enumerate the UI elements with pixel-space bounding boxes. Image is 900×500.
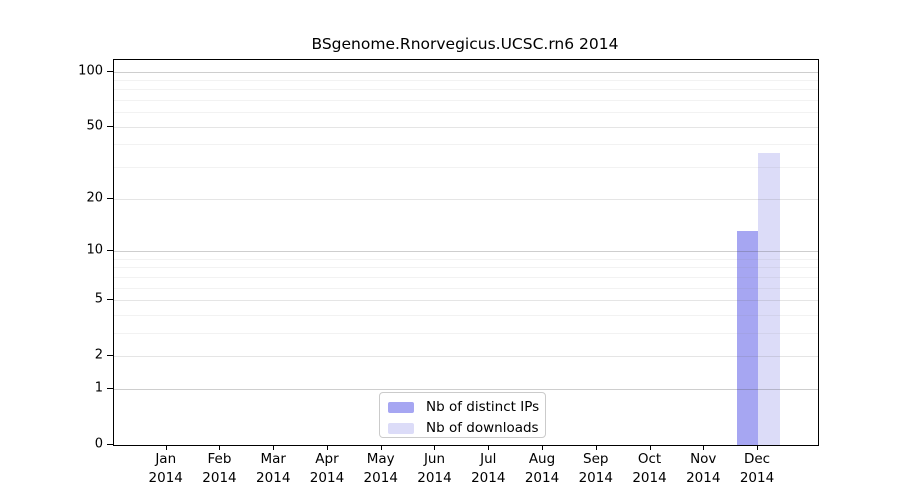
- x-tick-dec: [757, 445, 759, 450]
- gridline-60: [114, 112, 818, 114]
- x-tick-apr: [326, 445, 328, 450]
- x-tick-aug: [542, 445, 543, 450]
- legend-swatch-distinct-ips: [388, 401, 414, 413]
- y-tick-label-20: 20: [86, 190, 103, 206]
- gridline-10: [114, 250, 818, 252]
- y-tick-1: [107, 387, 113, 389]
- x-tick-year: 2014: [256, 470, 291, 486]
- y-tick-label-50: 50: [86, 118, 103, 134]
- gridline-2: [114, 356, 818, 358]
- x-tick-year: 2014: [686, 470, 721, 486]
- legend: Nb of distinct IPs Nb of downloads: [379, 392, 546, 438]
- x-tick-month: Aug: [528, 451, 556, 467]
- x-tick-may: [380, 445, 382, 450]
- x-tick-year: 2014: [524, 470, 560, 486]
- x-tick-label-feb: Feb 2014: [187, 450, 251, 488]
- x-tick-feb: [219, 445, 221, 450]
- x-tick-year: 2014: [309, 470, 345, 486]
- bar-dec-series1: [758, 152, 780, 445]
- x-tick-label-nov: Nov 2014: [671, 450, 735, 488]
- x-tick-label-jul: Jul 2014: [456, 450, 520, 488]
- gridline-40: [114, 144, 818, 146]
- legend-swatch-downloads: [388, 422, 414, 434]
- x-tick-year: 2014: [417, 470, 452, 486]
- gridline-1: [114, 388, 818, 390]
- x-tick-month: May: [366, 451, 395, 467]
- gridline-90: [114, 79, 818, 81]
- legend-item-distinct-ips: Nb of distinct IPs: [388, 398, 545, 416]
- x-tick-month: Jul: [480, 451, 497, 467]
- gridline-20: [114, 198, 818, 200]
- y-tick-5: [107, 298, 113, 300]
- x-tick-month: Jan: [155, 451, 177, 467]
- y-tick-2: [107, 355, 113, 357]
- x-tick-sep: [595, 445, 597, 450]
- x-tick-label-oct: Oct 2014: [618, 450, 682, 488]
- x-tick-oct: [649, 445, 651, 450]
- gridline-70: [114, 100, 818, 102]
- x-tick-month: Feb: [207, 451, 232, 467]
- legend-label-downloads: Nb of downloads: [426, 420, 539, 436]
- gridline-4: [114, 314, 818, 316]
- gridline-6: [114, 287, 818, 289]
- gridline-30: [114, 167, 818, 169]
- gridline-80: [114, 89, 818, 91]
- x-tick-label-dec: Dec 2014: [725, 450, 789, 488]
- x-tick-label-sep: Sep 2014: [564, 450, 628, 488]
- x-tick-mar: [273, 445, 275, 450]
- bar-dec-series0: [736, 231, 759, 445]
- x-tick-label-aug: Aug 2014: [510, 450, 574, 488]
- x-tick-year: 2014: [202, 470, 237, 486]
- x-tick-year: 2014: [632, 470, 667, 486]
- x-tick-month: Dec: [743, 451, 771, 467]
- plot-area: Nb of distinct IPs Nb of downloads: [113, 59, 819, 446]
- y-tick-label-0: 0: [94, 436, 103, 452]
- x-tick-year: 2014: [471, 470, 506, 486]
- x-tick-nov: [703, 445, 705, 450]
- y-tick-label-100: 100: [78, 63, 103, 78]
- x-tick-jan: [165, 445, 167, 450]
- y-tick-50: [107, 125, 113, 127]
- y-tick-100: [107, 70, 113, 72]
- x-tick-label-apr: Apr 2014: [295, 450, 359, 488]
- x-tick-year: 2014: [578, 470, 613, 486]
- y-tick-10: [107, 249, 113, 251]
- gridline-100: [114, 71, 818, 73]
- y-tick-label-2: 2: [94, 347, 103, 363]
- gridline-5: [114, 299, 818, 301]
- gridline-3: [114, 332, 818, 334]
- y-tick-0: [107, 444, 113, 445]
- x-tick-jul: [488, 445, 490, 450]
- gridline-9: [114, 258, 818, 260]
- x-tick-label-mar: Mar 2014: [241, 450, 305, 488]
- x-tick-month: Apr: [315, 451, 339, 467]
- gridline-8: [114, 267, 818, 269]
- y-tick-label-1: 1: [94, 380, 103, 396]
- x-tick-label-jun: Jun 2014: [402, 450, 466, 488]
- x-tick-jun: [434, 445, 436, 450]
- y-tick-label-10: 10: [86, 242, 103, 258]
- x-tick-month: Mar: [260, 451, 286, 467]
- x-tick-year: 2014: [148, 470, 183, 486]
- x-tick-year: 2014: [363, 470, 398, 486]
- x-tick-month: Oct: [637, 451, 662, 467]
- legend-label-distinct-ips: Nb of distinct IPs: [426, 399, 540, 415]
- x-tick-month: Jun: [423, 451, 446, 467]
- x-tick-label-jan: Jan 2014: [134, 450, 198, 488]
- x-tick-month: Sep: [583, 451, 609, 467]
- x-tick-label-may: May 2014: [349, 450, 413, 488]
- legend-item-downloads: Nb of downloads: [388, 419, 545, 437]
- x-tick-year: 2014: [739, 470, 775, 486]
- x-tick-month: Nov: [690, 451, 717, 467]
- gridline-50: [114, 126, 818, 128]
- y-tick-20: [107, 197, 113, 199]
- gridline-7: [114, 276, 818, 278]
- y-tick-label-5: 5: [94, 291, 103, 307]
- chart-title: BSgenome.Rnorvegicus.UCSC.rn6 2014: [311, 35, 619, 53]
